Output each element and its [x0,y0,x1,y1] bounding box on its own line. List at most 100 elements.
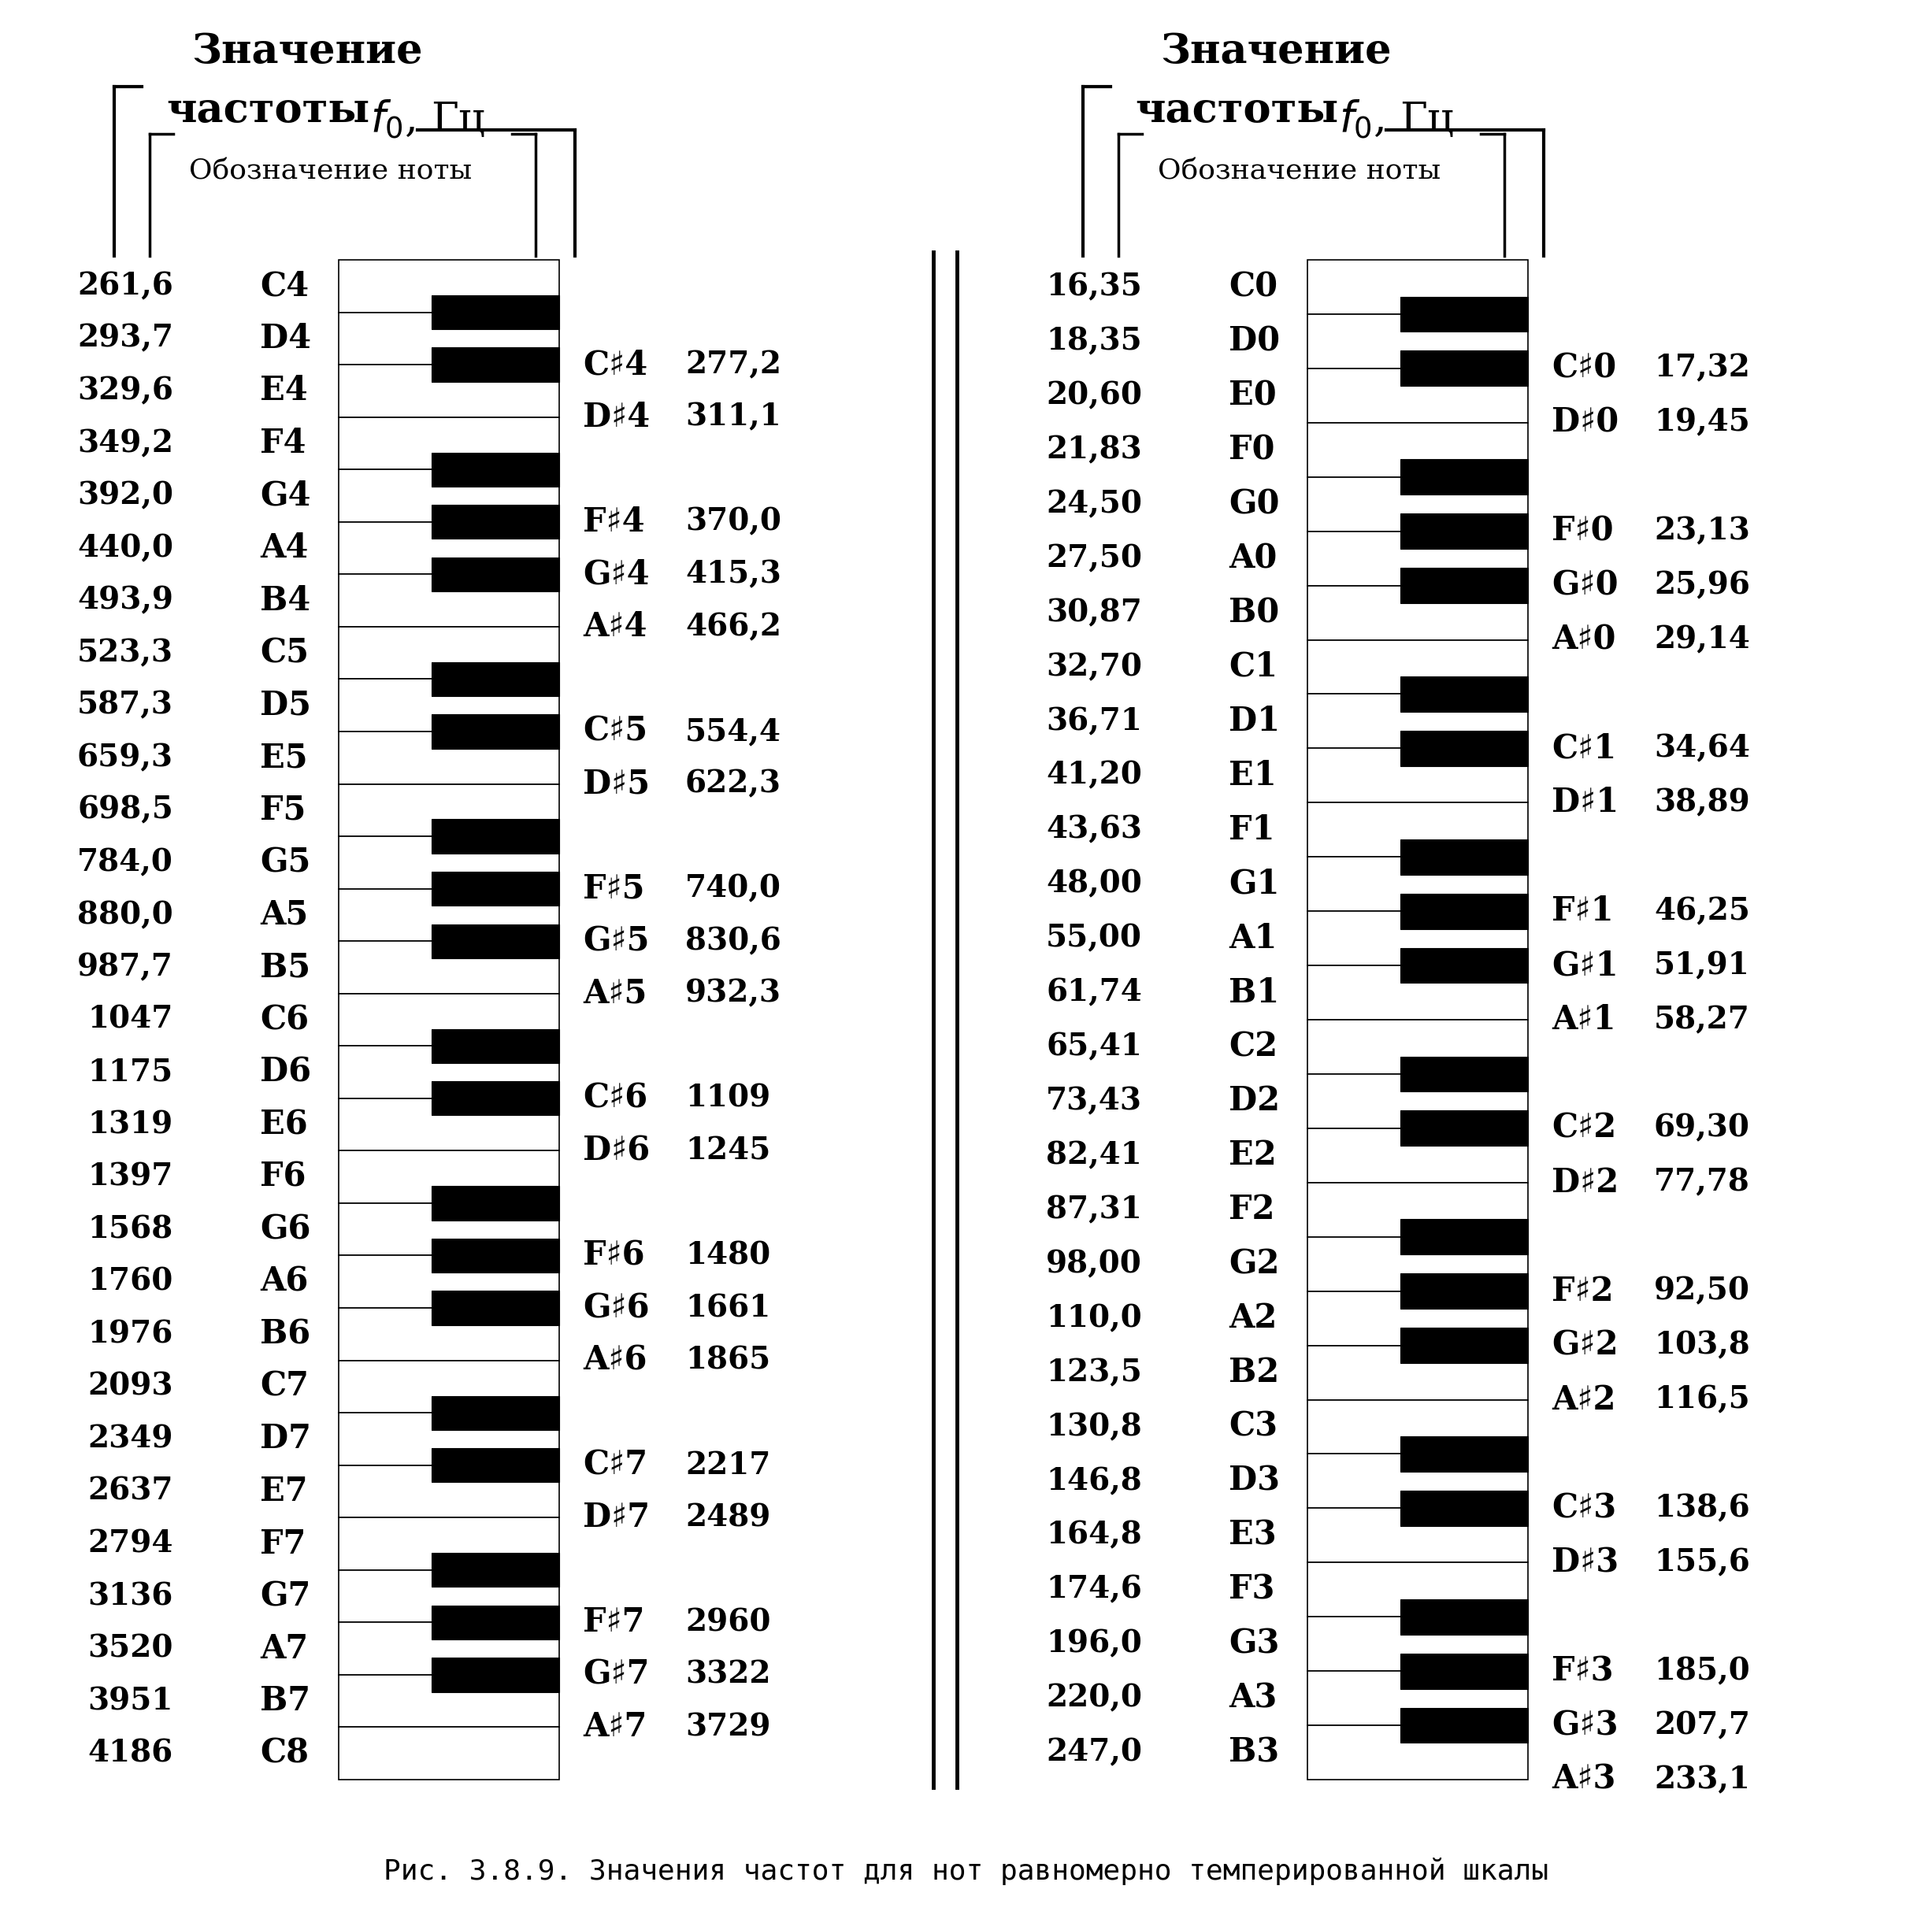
Bar [431,1291,558,1324]
Text: B5: B5 [261,950,311,984]
Text: C♯3: C♯3 [1551,1491,1617,1526]
Text: 69,30: 69,30 [1654,1113,1750,1144]
Text: 38,89: 38,89 [1654,787,1750,817]
Text: Обозначение ноты: Обозначение ноты [1157,157,1441,184]
Bar [338,1151,558,1203]
Bar [1401,731,1528,766]
Text: 116,5: 116,5 [1654,1386,1750,1414]
Bar [1308,585,1528,639]
Text: D4: D4 [261,322,311,355]
Bar [338,837,558,888]
Text: 98,00: 98,00 [1045,1249,1142,1278]
Text: A4: A4 [261,532,309,564]
Text: D0: D0 [1229,324,1281,357]
Bar [338,1412,558,1466]
Text: 207,7: 207,7 [1654,1710,1750,1741]
Text: 3729: 3729 [686,1712,771,1742]
Bar [1308,1075,1528,1128]
Bar [338,522,558,574]
Bar [431,1029,558,1063]
Bar [1401,1111,1528,1146]
Text: 61,74: 61,74 [1045,977,1142,1007]
Bar [1308,368,1528,422]
Text: G3: G3 [1229,1627,1279,1660]
Text: 1397: 1397 [89,1163,174,1192]
Bar [338,785,558,837]
Bar [1308,802,1528,858]
Text: 17,32: 17,32 [1654,353,1750,384]
Text: G♯0: G♯0 [1551,570,1619,603]
Text: F5: F5 [261,794,305,827]
Bar [1401,514,1528,549]
Bar [1401,351,1528,386]
Text: E5: E5 [261,741,307,773]
Text: 103,8: 103,8 [1654,1330,1750,1361]
Text: 29,14: 29,14 [1654,626,1750,654]
Text: E7: E7 [261,1476,307,1508]
Text: частоты: частоты [166,90,369,130]
Text: D3: D3 [1229,1464,1279,1497]
Bar [431,557,558,591]
Text: E4: E4 [261,374,307,407]
Text: C♯2: C♯2 [1551,1111,1617,1146]
Text: 43,63: 43,63 [1045,816,1142,844]
Text: 46,25: 46,25 [1654,896,1750,927]
Bar [1401,1654,1528,1689]
Text: D♯5: D♯5 [583,768,649,800]
Text: 247,0: 247,0 [1045,1737,1142,1767]
Bar [338,1622,558,1675]
Text: Значение: Значение [1161,31,1391,71]
Bar [1308,1182,1528,1238]
Text: D6: D6 [261,1055,311,1088]
Bar [1308,1562,1528,1618]
Text: C♯6: C♯6 [583,1082,647,1115]
Text: D♯4: D♯4 [583,401,649,434]
Text: G0: G0 [1229,487,1279,520]
Text: G1: G1 [1229,867,1279,900]
Text: D♯2: D♯2 [1551,1167,1619,1199]
Bar [1401,1491,1528,1526]
Text: A2: A2 [1229,1301,1277,1336]
Text: 138,6: 138,6 [1654,1493,1750,1524]
Text: 34,64: 34,64 [1654,733,1750,764]
Text: A5: A5 [261,898,307,931]
Text: 130,8: 130,8 [1045,1412,1142,1441]
Text: A♯5: A♯5 [583,977,647,1009]
Text: 30,87: 30,87 [1045,597,1142,628]
Text: B4: B4 [261,583,311,618]
Text: C2: C2 [1229,1031,1277,1063]
Bar [1308,1671,1528,1725]
Text: E0: E0 [1229,380,1277,413]
Text: F♯2: F♯2 [1551,1274,1613,1307]
Text: 2489: 2489 [686,1503,771,1533]
Bar [338,731,558,785]
Text: C♯1: C♯1 [1551,731,1617,766]
Bar [1401,459,1528,495]
Text: 370,0: 370,0 [686,507,781,537]
Text: C♯0: C♯0 [1551,351,1617,386]
Text: C1: C1 [1229,651,1277,683]
Text: частоты: частоты [1134,90,1339,130]
Text: F♯3: F♯3 [1551,1654,1613,1687]
Text: C6: C6 [261,1004,309,1036]
Bar [338,574,558,628]
Text: 1245: 1245 [686,1136,771,1165]
Bar [431,714,558,748]
Bar [431,347,558,382]
Bar [431,1395,558,1430]
Text: F♯5: F♯5 [583,873,645,906]
Text: D1: D1 [1229,704,1281,737]
Bar [338,994,558,1046]
Text: 196,0: 196,0 [1045,1629,1142,1658]
Bar [338,365,558,416]
Text: 1319: 1319 [89,1109,174,1140]
Text: D♯1: D♯1 [1551,787,1619,819]
Text: 32,70: 32,70 [1045,652,1142,681]
Bar [338,888,558,940]
Bar [338,1466,558,1518]
Text: D♯6: D♯6 [583,1134,649,1167]
Bar [431,871,558,906]
Bar [1401,1435,1528,1472]
Text: 587,3: 587,3 [77,691,174,720]
Bar [338,259,558,313]
